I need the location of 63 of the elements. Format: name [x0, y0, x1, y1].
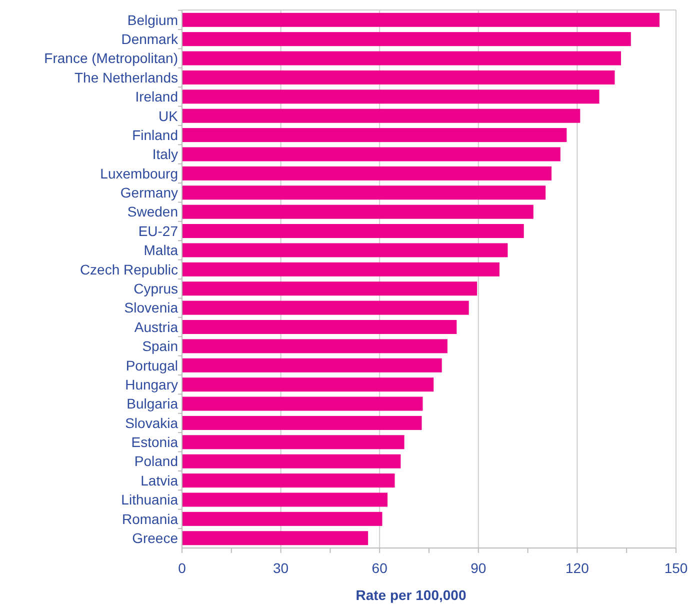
bar	[182, 108, 580, 123]
bar	[182, 512, 382, 526]
bar	[182, 300, 469, 315]
bar	[182, 70, 615, 84]
bar	[182, 339, 448, 354]
y-tick-label: Bulgaria	[126, 396, 178, 412]
bar	[182, 204, 534, 219]
x-tick-label: 150	[664, 560, 688, 576]
bar	[182, 224, 524, 238]
y-tick-label: France (Metropolitan)	[44, 50, 178, 66]
y-tick-label: Belgium	[127, 12, 178, 28]
bar	[182, 378, 434, 392]
x-tick-label: 120	[566, 560, 590, 576]
bar	[182, 435, 404, 450]
y-tick-label: Latvia	[140, 472, 178, 488]
bar	[182, 454, 401, 468]
bar	[182, 32, 631, 46]
bar	[182, 358, 442, 372]
bar	[182, 282, 478, 296]
y-tick-label: Portugal	[126, 357, 178, 374]
bar	[182, 320, 457, 334]
x-tick-label: 30	[273, 560, 289, 576]
bar	[182, 531, 368, 546]
bar	[182, 147, 560, 162]
y-tick-label: Germany	[120, 184, 178, 201]
y-tick-label: Poland	[134, 453, 178, 470]
bar	[182, 51, 621, 66]
y-tick-label: EU-27	[138, 222, 178, 239]
y-tick-label: Spain	[142, 338, 178, 354]
y-tick-label: Slovakia	[125, 414, 178, 431]
y-tick-label: Austria	[134, 318, 178, 335]
y-tick-label: Italy	[152, 146, 178, 162]
y-tick-label: Hungary	[125, 376, 178, 392]
x-tick-label: 90	[470, 560, 486, 576]
bar	[182, 492, 388, 507]
bar	[182, 243, 508, 258]
y-tick-label: Luxembourg	[100, 165, 178, 182]
y-tick-label: Slovenia	[124, 300, 178, 316]
x-tick-label: 0	[178, 560, 186, 576]
y-tick-label: Greece	[132, 530, 178, 546]
y-tick-label: The Netherlands	[74, 69, 178, 86]
y-tick-label: Ireland	[135, 88, 178, 105]
y-tick-label: Malta	[144, 242, 178, 258]
y-tick-label: Lithuania	[121, 492, 178, 508]
y-tick-label: Czech Republic	[80, 261, 178, 278]
bar	[182, 12, 660, 27]
bar	[182, 186, 546, 200]
x-tick-label: 60	[372, 560, 388, 576]
bar	[182, 474, 395, 488]
y-tick-label: Sweden	[127, 204, 178, 220]
y-tick-label: Romania	[122, 510, 178, 527]
bar	[182, 128, 567, 142]
y-tick-label: UK	[158, 108, 179, 124]
bar	[182, 416, 422, 430]
bar	[182, 262, 500, 276]
bar	[182, 396, 423, 411]
bar	[182, 166, 552, 180]
bar	[182, 90, 600, 104]
x-axis-title: Rate per 100,000	[356, 587, 466, 603]
y-tick-label: Cyprus	[134, 280, 178, 296]
y-tick-label: Finland	[132, 126, 178, 143]
y-tick-label: Denmark	[121, 30, 179, 47]
y-tick-label: Estonia	[131, 434, 178, 450]
